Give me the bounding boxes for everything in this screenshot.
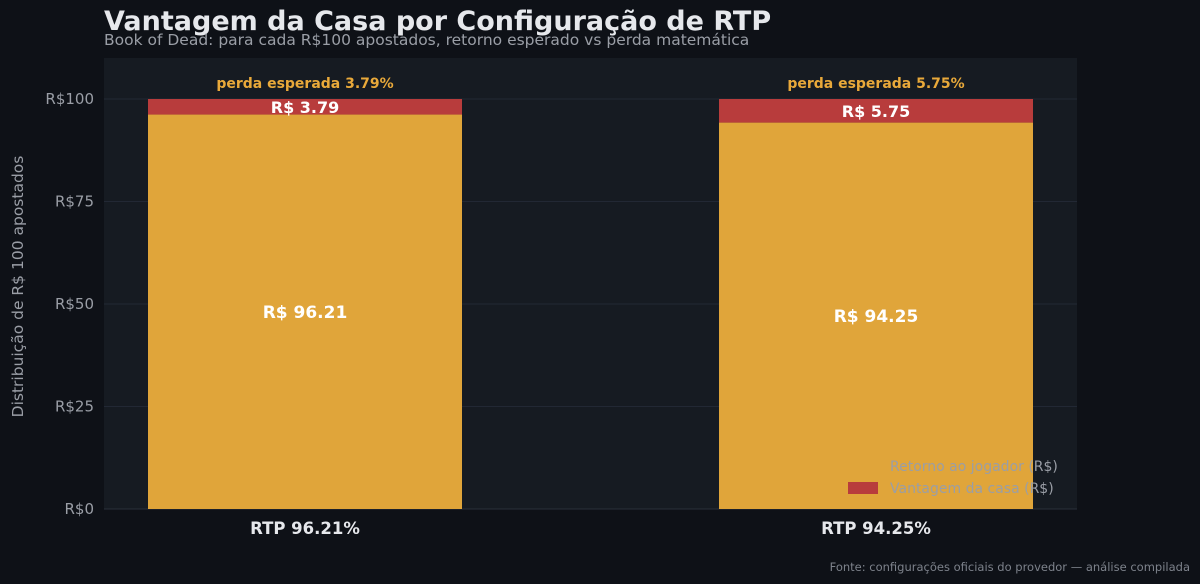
legend-swatch (848, 460, 878, 472)
bar-player-return (719, 122, 1033, 509)
y-tick-label: R$100 (45, 90, 94, 108)
bar-label-player-return: R$ 96.21 (263, 303, 348, 323)
bar-house-edge (148, 99, 462, 115)
loss-annotation: perda esperada 5.75% (787, 76, 964, 92)
bar-label-player-return: R$ 94.25 (834, 307, 919, 327)
loss-annotation: perda esperada 3.79% (216, 76, 393, 92)
x-tick-label: RTP 94.25% (821, 519, 931, 538)
chart-subtitle: Book of Dead: para cada R$100 apostados,… (104, 31, 750, 49)
y-tick-label: R$50 (55, 295, 94, 313)
y-tick-label: R$75 (55, 193, 94, 211)
bar-house-edge (719, 99, 1033, 123)
bar-label-house-edge: R$ 5.75 (842, 102, 911, 121)
bar-player-return (148, 114, 462, 509)
bar-label-house-edge: R$ 3.79 (271, 98, 340, 117)
legend-swatch (848, 482, 878, 494)
y-tick-label: R$0 (64, 500, 94, 518)
legend-label: Retorno ao jogador (R$) (890, 459, 1058, 475)
x-tick-label: RTP 96.21% (250, 519, 360, 538)
chart-title: Vantagem da Casa por Configuração de RTP (104, 6, 772, 37)
y-tick-label: R$25 (55, 398, 94, 416)
legend-label: Vantagem da casa (R$) (890, 481, 1054, 497)
y-axis-label: Distribuição de R$ 100 apostados (9, 156, 27, 418)
source-footer: Fonte: configurações oficiais do provedo… (829, 560, 1190, 574)
